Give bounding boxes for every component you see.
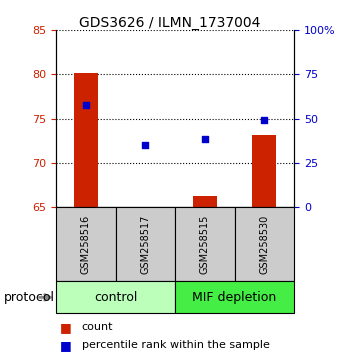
Bar (56, 207, 116, 281)
Point (83, 103, 88, 108)
Text: GSM258517: GSM258517 (140, 215, 150, 274)
Bar (193, 196, 217, 207)
Text: ■: ■ (59, 321, 71, 334)
Bar (175, 207, 235, 281)
Bar (235, 207, 294, 281)
Bar (175, 281, 294, 313)
Bar (116, 207, 175, 281)
Text: control: control (94, 291, 137, 304)
Text: GSM258530: GSM258530 (259, 215, 269, 274)
Text: percentile rank within the sample: percentile rank within the sample (82, 340, 270, 350)
Text: ■: ■ (59, 339, 71, 352)
Text: GSM258516: GSM258516 (81, 215, 91, 274)
Point (262, 118, 267, 123)
Text: MIF depletion: MIF depletion (192, 291, 277, 304)
Bar (74, 73, 98, 207)
Bar (253, 135, 276, 207)
Text: protocol: protocol (3, 291, 54, 304)
Text: GSM258515: GSM258515 (200, 215, 210, 274)
Point (143, 142, 148, 148)
Bar (56, 281, 175, 313)
Point (202, 136, 207, 142)
Text: GDS3626 / ILMN_1737004: GDS3626 / ILMN_1737004 (79, 16, 261, 30)
Text: count: count (82, 322, 113, 332)
